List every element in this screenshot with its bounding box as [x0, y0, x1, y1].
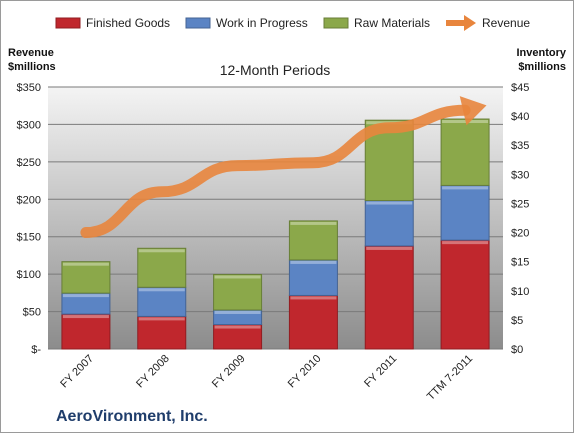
bar-highlight — [214, 275, 261, 279]
right-tick-label: $35 — [511, 140, 529, 152]
left-tick-label: $50 — [23, 307, 41, 319]
bar-work-in-progress — [288, 259, 338, 296]
left-tick-label: $200 — [17, 194, 41, 206]
bar-raw-materials — [61, 261, 111, 294]
legend-label-finished-goods: Finished Goods — [86, 16, 170, 30]
legend-swatch-work-in-progress — [185, 17, 211, 29]
left-tick-labels: $- $50 $100 $150 $200 $250 $300 $350 — [17, 82, 42, 356]
bar-highlight — [290, 296, 337, 300]
legend-label-work-in-progress: Work in Progress — [216, 16, 308, 30]
bar-raw-materials — [137, 247, 187, 288]
bar-highlight — [62, 315, 109, 319]
bar-highlight — [214, 325, 261, 329]
bar-highlight — [366, 201, 413, 205]
legend-arrowhead — [464, 15, 476, 31]
legend-swatch-raw-materials — [323, 17, 349, 29]
bar-raw-materials — [440, 118, 490, 186]
revenue-line-group — [80, 96, 487, 239]
bar-finished-goods — [364, 245, 414, 350]
right-tick-label: $30 — [511, 169, 529, 181]
bar-group — [61, 118, 490, 350]
chart-subtitle: 12-Month Periods — [220, 62, 331, 78]
bar-finished-goods — [137, 315, 187, 350]
bar-raw-materials — [288, 220, 338, 261]
bar-highlight — [290, 221, 337, 225]
bar-finished-goods — [288, 294, 338, 350]
bar-highlight — [138, 249, 185, 253]
bar-highlight — [138, 317, 185, 321]
bar-finished-goods — [213, 324, 263, 350]
right-tick-label: $40 — [511, 111, 529, 123]
right-tick-labels: $0 $5 $10 $15 $20 $25 $30 $35 $40 $45 — [511, 82, 529, 356]
left-axis-label-line1: Revenue — [8, 47, 54, 59]
bar-finished-goods — [61, 313, 111, 350]
left-tick-label: $100 — [17, 269, 41, 281]
right-axis-label-line2: $millions — [518, 61, 566, 73]
legend-label-revenue: Revenue — [482, 16, 530, 30]
bar-highlight — [138, 288, 185, 292]
revenue-arrowhead — [459, 96, 487, 126]
right-tick-label: $45 — [511, 82, 529, 94]
bar-highlight — [214, 310, 261, 314]
left-tick-label: $150 — [17, 232, 41, 244]
bar-highlight — [366, 246, 413, 250]
bar-highlight — [442, 120, 489, 124]
bar-highlight — [62, 262, 109, 266]
bar-highlight — [62, 294, 109, 298]
left-axis-label-line2: $millions — [8, 61, 56, 73]
bar-highlight — [442, 186, 489, 190]
bar-finished-goods — [440, 239, 490, 350]
bar-highlight — [290, 260, 337, 264]
left-tick-label: $- — [31, 344, 41, 356]
revenue-line — [80, 104, 471, 239]
right-tick-label: $5 — [511, 315, 523, 327]
bar-work-in-progress — [364, 200, 414, 247]
right-tick-label: $15 — [511, 257, 529, 269]
legend: Finished Goods Work in Progress Raw Materi… — [55, 15, 530, 31]
legend-label-raw-materials: Raw Materials — [354, 16, 430, 30]
legend-swatch-finished-goods — [55, 17, 81, 29]
bar-work-in-progress — [440, 184, 490, 241]
bar-raw-materials — [213, 273, 263, 311]
left-tick-label: $250 — [17, 157, 41, 169]
bar-work-in-progress — [137, 286, 187, 317]
company-name: AeroVironment, Inc. — [56, 408, 208, 425]
right-tick-label: $0 — [511, 344, 523, 356]
left-tick-label: $350 — [17, 82, 41, 94]
right-axis-label-line1: Inventory — [516, 47, 566, 59]
right-tick-label: $20 — [511, 228, 529, 240]
right-tick-label: $25 — [511, 198, 529, 210]
left-tick-label: $300 — [17, 119, 41, 131]
right-tick-label: $10 — [511, 286, 529, 298]
bar-highlight — [442, 241, 489, 245]
